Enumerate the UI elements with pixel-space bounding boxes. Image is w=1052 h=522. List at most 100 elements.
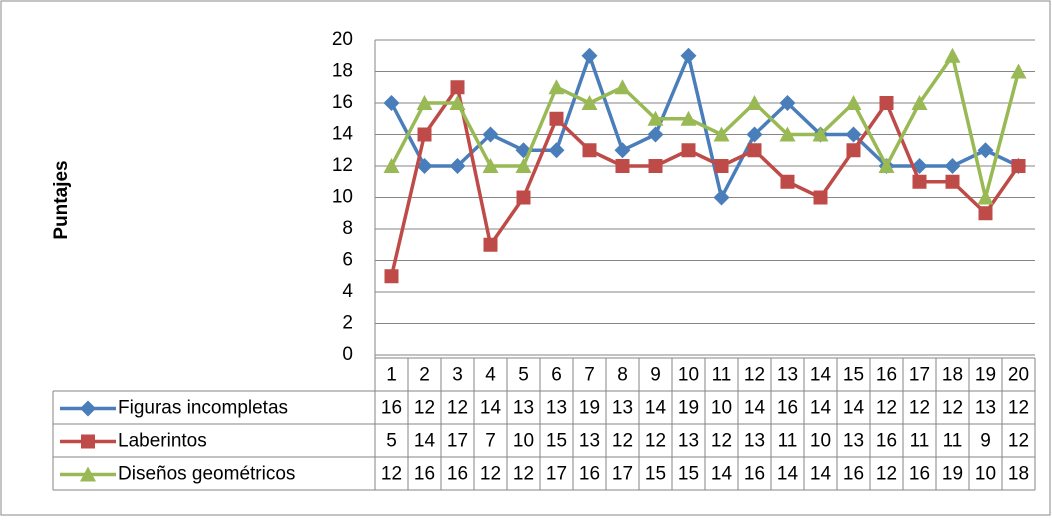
- marker: [747, 143, 762, 158]
- y-tick-label: 2: [342, 313, 353, 334]
- x-tick-label: 18: [942, 365, 963, 386]
- marker: [846, 143, 861, 158]
- table-value: 17: [447, 431, 468, 452]
- table-value: 9: [980, 431, 991, 452]
- table-value: 14: [480, 398, 502, 419]
- marker: [516, 190, 531, 205]
- marker: [813, 190, 828, 205]
- table-value: 16: [909, 464, 930, 485]
- table-value: 14: [744, 398, 766, 419]
- table-value: 14: [414, 431, 436, 452]
- table-value: 11: [778, 431, 798, 452]
- table-value: 11: [910, 431, 930, 452]
- marker: [482, 158, 499, 173]
- marker: [845, 95, 862, 110]
- x-tick-label: 19: [975, 365, 996, 386]
- x-tick-label: 13: [777, 365, 798, 386]
- marker: [548, 79, 565, 95]
- table-value: 19: [942, 464, 963, 485]
- table-value: 18: [1008, 464, 1029, 485]
- marker: [482, 126, 499, 143]
- marker: [614, 79, 631, 95]
- table-value: 10: [975, 464, 996, 485]
- marker: [614, 142, 631, 159]
- table-value: 5: [386, 431, 397, 452]
- marker: [1011, 159, 1026, 173]
- marker: [648, 159, 663, 173]
- marker: [746, 95, 763, 110]
- legend-label: Diseños geométricos: [118, 464, 295, 485]
- marker: [449, 158, 466, 174]
- table-value: 15: [645, 464, 666, 485]
- table-value: 12: [1008, 398, 1029, 419]
- x-tick-label: 3: [452, 365, 463, 386]
- marker: [944, 47, 961, 63]
- table-value: 12: [513, 464, 534, 485]
- x-tick-label: 1: [386, 365, 397, 386]
- table-value: 13: [612, 398, 633, 419]
- table-value: 16: [414, 464, 435, 485]
- marker: [449, 95, 466, 110]
- table-value: 17: [546, 464, 567, 485]
- table-value: 16: [777, 398, 798, 419]
- x-tick-label: 16: [876, 365, 897, 386]
- table-value: 16: [843, 464, 864, 485]
- y-tick-label: 12: [332, 155, 353, 176]
- marker: [80, 400, 96, 417]
- y-tick-label: 6: [342, 250, 353, 271]
- marker: [681, 143, 696, 158]
- table-value: 13: [579, 431, 600, 452]
- table-value: 19: [579, 398, 600, 419]
- marker: [384, 269, 399, 284]
- x-tick-label: 7: [584, 365, 595, 386]
- table-value: 12: [711, 431, 732, 452]
- marker: [417, 127, 432, 142]
- x-tick-label: 14: [810, 365, 832, 386]
- marker: [680, 110, 697, 126]
- table-value: 7: [485, 431, 496, 452]
- table-value: 16: [381, 398, 402, 419]
- marker: [945, 174, 960, 189]
- table-value: 10: [711, 398, 732, 419]
- table-value: 10: [513, 431, 534, 452]
- marker: [80, 466, 96, 482]
- x-tick-label: 8: [617, 365, 628, 386]
- table-value: 14: [810, 464, 832, 485]
- marker: [647, 110, 664, 126]
- table-value: 11: [943, 431, 963, 452]
- table-value: 12: [876, 398, 897, 419]
- table-value: 14: [711, 464, 733, 485]
- table-value: 16: [876, 431, 897, 452]
- marker: [450, 80, 465, 95]
- y-tick-label: 8: [342, 218, 353, 239]
- marker: [911, 95, 928, 110]
- table-value: 16: [744, 464, 765, 485]
- y-tick-label: 14: [332, 124, 354, 145]
- marker: [977, 189, 994, 205]
- table-value: 13: [513, 398, 534, 419]
- marker: [977, 142, 994, 159]
- marker: [944, 158, 961, 174]
- marker: [879, 96, 894, 110]
- table-value: 19: [678, 398, 699, 419]
- marker: [582, 143, 597, 158]
- marker: [581, 95, 598, 110]
- table-value: 13: [975, 398, 996, 419]
- y-tick-label: 10: [332, 187, 353, 208]
- table-value: 12: [612, 431, 633, 452]
- table-value: 12: [876, 464, 897, 485]
- marker: [416, 95, 433, 110]
- table-value: 14: [843, 398, 865, 419]
- legend-label: Figuras incompletas: [118, 398, 288, 419]
- table-value: 14: [777, 464, 799, 485]
- x-tick-label: 20: [1008, 365, 1029, 386]
- table-value: 13: [843, 431, 864, 452]
- marker: [581, 47, 598, 64]
- marker: [713, 189, 730, 206]
- series-line: [389, 54, 1021, 200]
- marker: [779, 126, 796, 142]
- x-tick-label: 10: [678, 365, 699, 386]
- marker: [483, 237, 498, 252]
- marker: [714, 159, 729, 173]
